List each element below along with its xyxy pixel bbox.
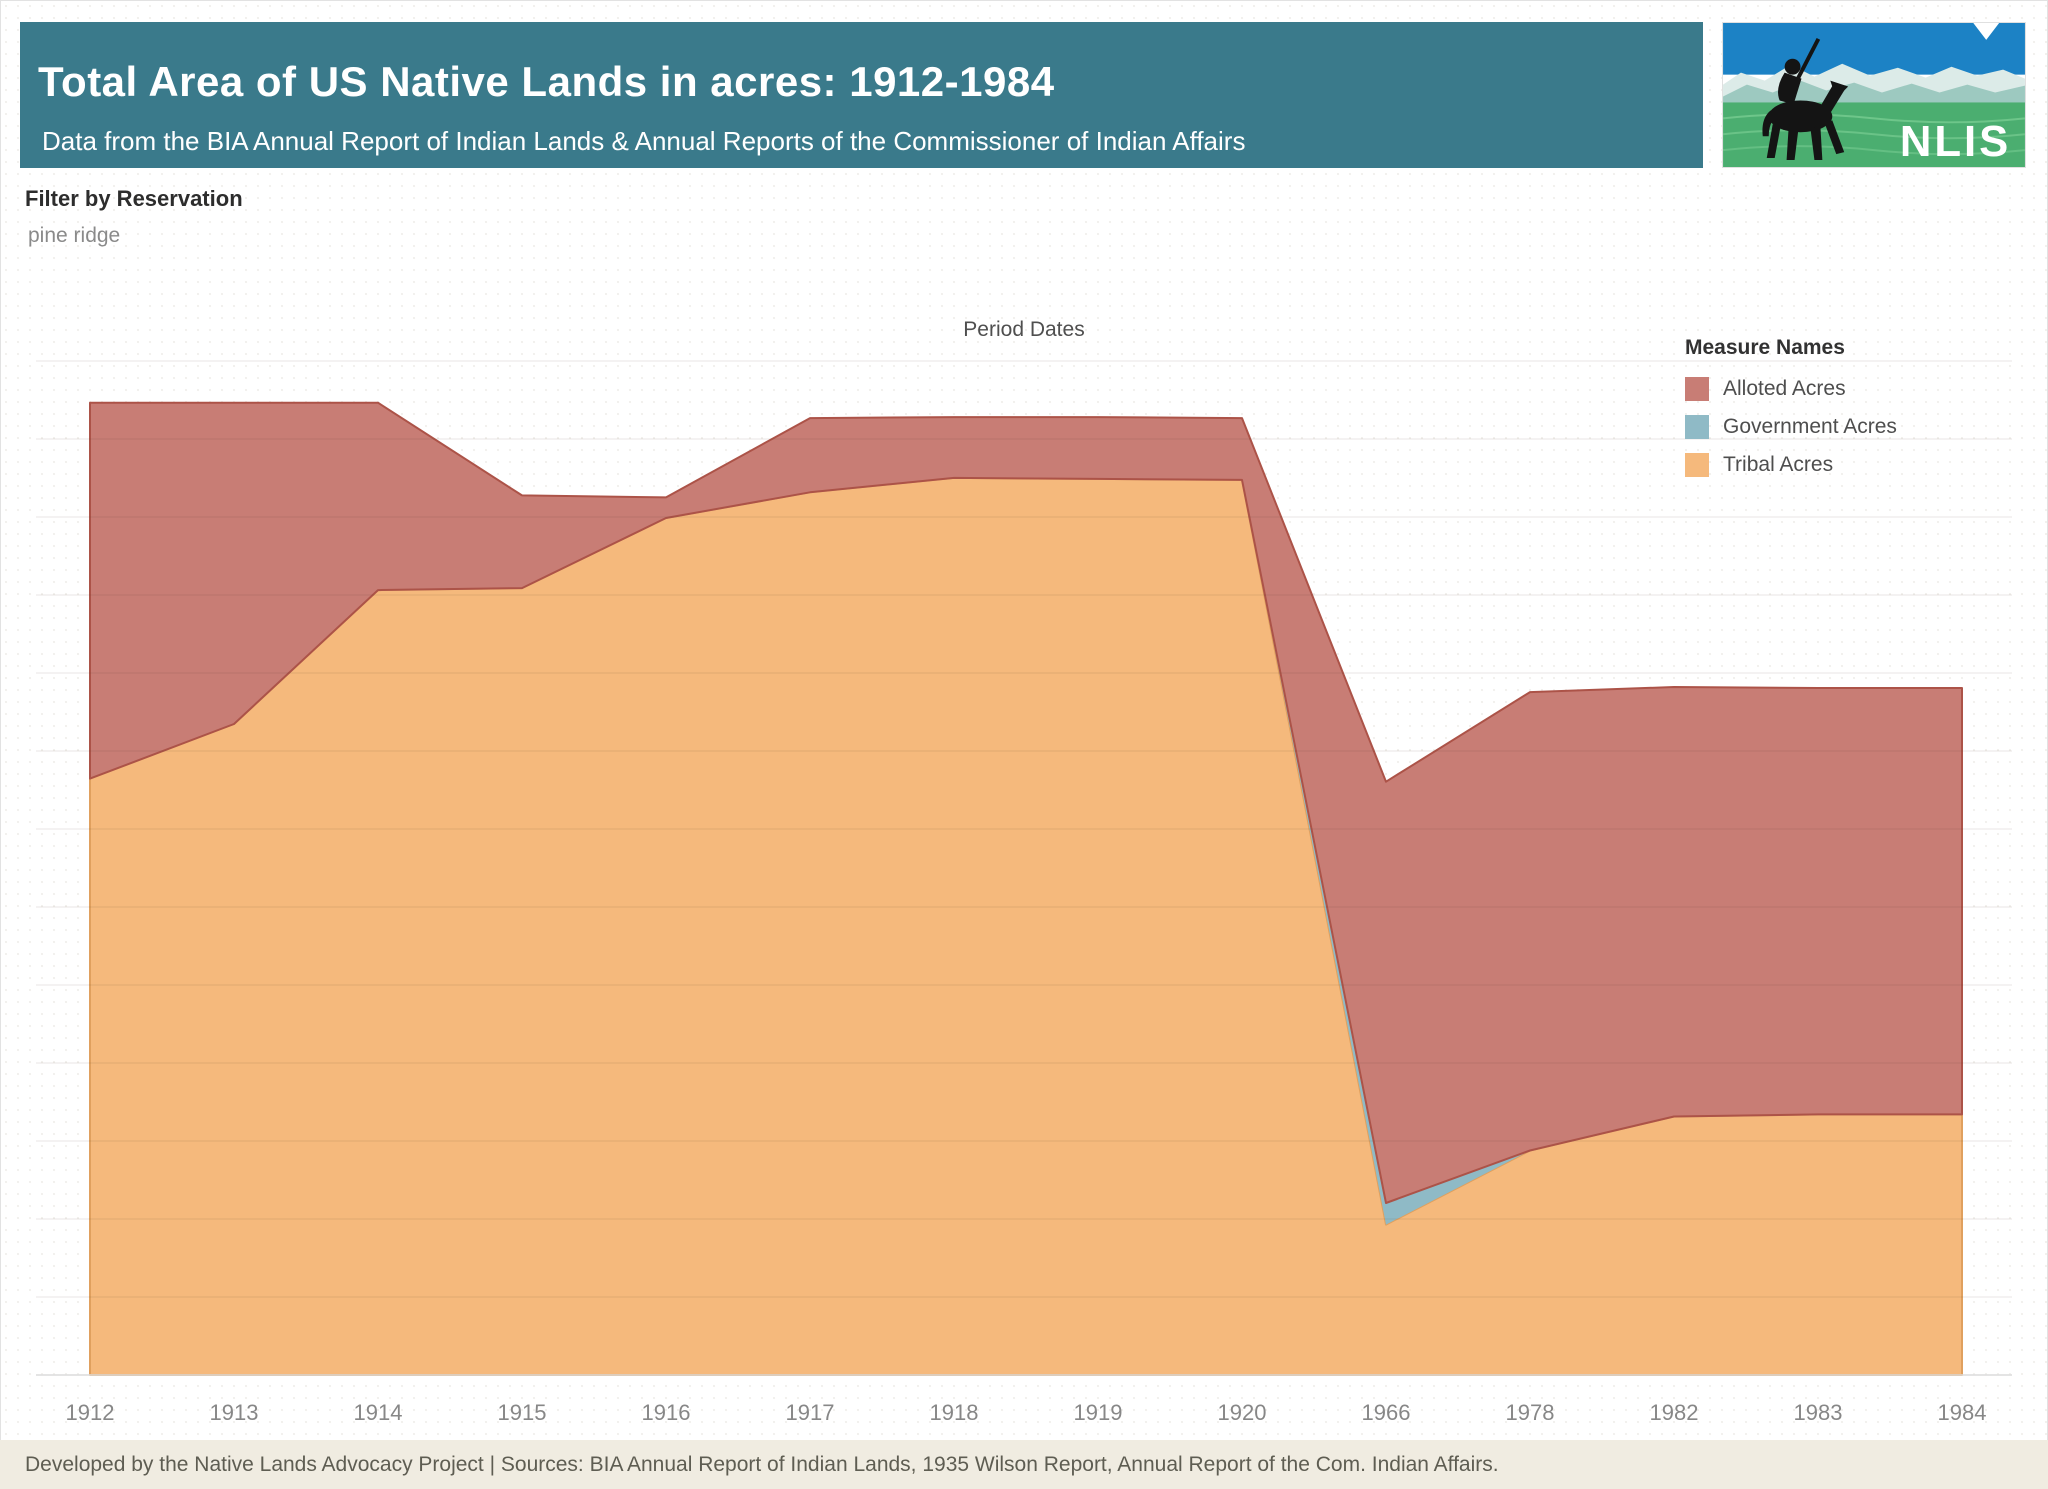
legend-item-alloted-acres[interactable]: Alloted Acres <box>1685 370 1897 408</box>
legend-item-label: Government Acres <box>1723 415 1897 438</box>
x-tick-1917: 1917 <box>786 1400 835 1425</box>
x-tick-1919: 1919 <box>1074 1400 1123 1425</box>
footer-band: Developed by the Native Lands Advocacy P… <box>0 1440 2048 1489</box>
x-tick-1966: 1966 <box>1362 1400 1411 1425</box>
x-tick-1982: 1982 <box>1650 1400 1699 1425</box>
page-title: Total Area of US Native Lands in acres: … <box>38 58 1055 105</box>
legend-swatch <box>1685 453 1709 477</box>
x-tick-1912: 1912 <box>66 1400 115 1425</box>
x-tick-1915: 1915 <box>498 1400 547 1425</box>
legend-swatch <box>1685 415 1709 439</box>
legend: Measure Names Alloted Acres Government Ac… <box>1685 336 1897 484</box>
x-tick-1913: 1913 <box>210 1400 259 1425</box>
legend-item-label: Alloted Acres <box>1723 377 1846 400</box>
nlis-logo: NLIS <box>1722 22 2026 168</box>
legend-item-label: Tribal Acres <box>1723 453 1834 476</box>
filter-value-pine-ridge[interactable]: pine ridge <box>28 224 121 247</box>
chart-title: Period Dates <box>963 318 1085 341</box>
x-tick-1920: 1920 <box>1218 1400 1267 1425</box>
x-tick-1984: 1984 <box>1938 1400 1987 1425</box>
header-band: Total Area of US Native Lands in acres: … <box>20 22 1703 168</box>
legend-item-tribal-acres[interactable]: Tribal Acres <box>1685 446 1897 484</box>
logo-sky <box>1723 23 2025 75</box>
x-tick-1978: 1978 <box>1506 1400 1555 1425</box>
x-tick-1916: 1916 <box>642 1400 691 1425</box>
legend-title: Measure Names <box>1685 336 1845 359</box>
logo-text: NLIS <box>1900 117 2011 166</box>
x-tick-1918: 1918 <box>930 1400 979 1425</box>
area-alloted-acres[interactable] <box>89 401 1963 1204</box>
filter-label: Filter by Reservation <box>25 186 243 211</box>
legend-item-government-acres[interactable]: Government Acres <box>1685 408 1897 446</box>
legend-swatch <box>1685 377 1709 401</box>
page-subtitle: Data from the BIA Annual Report of India… <box>42 126 1246 156</box>
x-tick-1914: 1914 <box>354 1400 403 1425</box>
footer-credit-text: Developed by the Native Lands Advocacy P… <box>25 1453 1499 1476</box>
nlis-logo-art: NLIS <box>1722 23 2026 167</box>
x-tick-1983: 1983 <box>1794 1400 1843 1425</box>
logo-horse-rider <box>1762 37 1849 161</box>
logo-sky-notch <box>1973 23 2000 40</box>
